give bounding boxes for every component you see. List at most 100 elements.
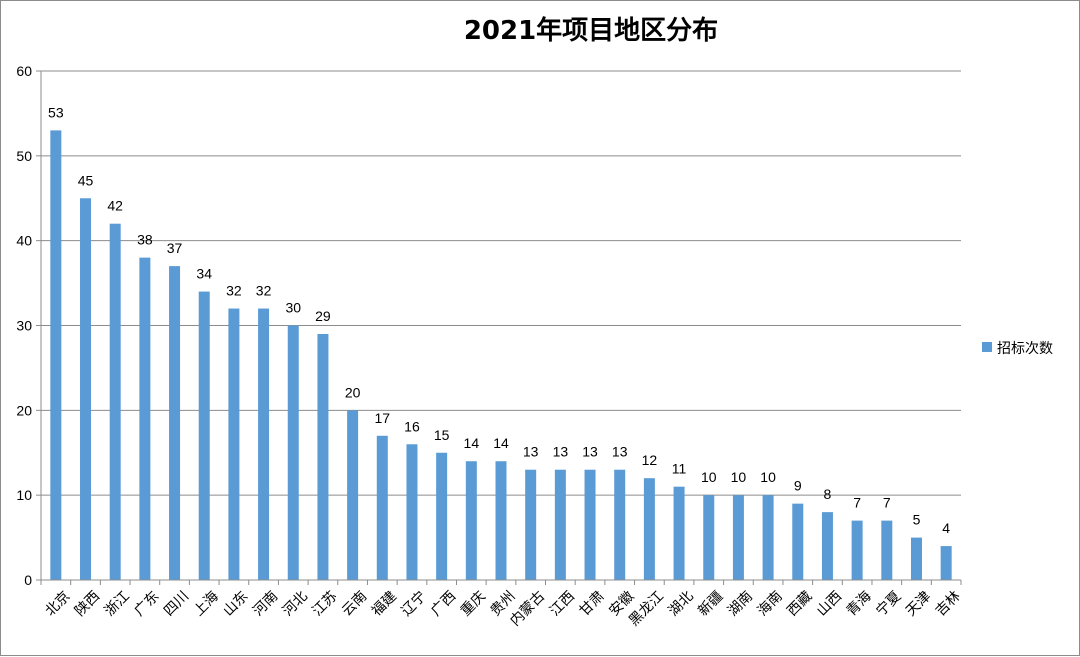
data-label: 10	[731, 469, 747, 485]
bar-series	[50, 130, 952, 580]
bar	[406, 444, 418, 580]
x-tick-label: 宁夏	[873, 588, 905, 620]
y-tick-label: 30	[16, 318, 32, 334]
x-tick-label: 广西	[428, 588, 459, 619]
data-label: 13	[553, 444, 569, 460]
bar	[792, 503, 804, 580]
bar	[495, 461, 507, 580]
x-tick-label: 福建	[369, 588, 400, 619]
y-tick-label: 0	[24, 572, 32, 588]
data-label: 7	[883, 495, 891, 511]
data-label: 5	[913, 512, 921, 528]
legend-label: 招标次数	[997, 341, 1053, 357]
bar	[732, 495, 744, 580]
x-tick-label: 河北	[280, 588, 311, 619]
x-tick-label: 浙江	[102, 588, 133, 619]
y-axis: 0 10 20 30 40 50 60	[16, 63, 42, 588]
chart-title: 2021年项目地区分布	[464, 15, 718, 46]
legend: 招标次数	[982, 341, 1053, 357]
x-tick-label: 河南	[250, 588, 281, 619]
x-tick-label: 辽宁	[398, 588, 430, 620]
x-tick-label: 山东	[220, 588, 251, 619]
y-tick-label: 10	[16, 487, 32, 503]
bar	[198, 291, 210, 580]
data-label: 15	[434, 427, 450, 443]
data-label: 4	[942, 520, 950, 536]
x-tick-label: 江苏	[309, 588, 340, 619]
bar	[614, 469, 626, 580]
x-tick-label: 湖北	[666, 588, 697, 619]
data-label: 53	[48, 104, 64, 120]
bar	[287, 325, 299, 580]
x-tick-label: 西藏	[784, 588, 815, 619]
bar	[347, 410, 359, 580]
x-tick-label: 北京	[42, 588, 73, 619]
bar	[673, 486, 685, 580]
x-tick-label: 海南	[755, 588, 786, 619]
bar	[554, 469, 566, 580]
y-tick-label: 40	[16, 233, 32, 249]
bar	[317, 333, 329, 580]
x-tick-label: 山西	[814, 588, 845, 619]
x-tick-label: 新疆	[695, 588, 726, 619]
data-label: 37	[167, 240, 183, 256]
x-tick-label: 四川	[161, 588, 192, 619]
x-tick-label: 湖南	[725, 588, 756, 619]
bar	[80, 198, 92, 580]
data-label: 10	[701, 469, 717, 485]
data-label: 7	[853, 495, 861, 511]
bar	[821, 512, 833, 580]
data-label: 14	[493, 435, 509, 451]
bar	[436, 452, 448, 580]
x-axis: 北京陕西浙江广东四川上海山东河南河北江苏云南福建辽宁广西重庆贵州内蒙古江西甘肃安…	[40, 579, 964, 629]
bar	[139, 257, 151, 580]
x-tick-label: 天津	[903, 588, 934, 619]
data-label: 12	[642, 452, 658, 468]
data-label: 45	[78, 172, 94, 188]
bar	[465, 461, 477, 580]
data-label: 11	[672, 461, 687, 477]
bar	[851, 520, 863, 580]
bar	[643, 478, 655, 580]
data-label: 34	[196, 266, 212, 282]
x-tick-label: 陕西	[72, 588, 103, 619]
data-label: 13	[523, 444, 539, 460]
gridlines	[41, 70, 961, 496]
data-label: 42	[107, 198, 123, 214]
data-label: 16	[404, 418, 420, 434]
y-tick-label: 20	[16, 402, 32, 418]
bar	[584, 469, 596, 580]
data-label: 10	[760, 469, 776, 485]
bar	[881, 520, 893, 580]
data-label: 9	[794, 478, 802, 494]
data-label: 32	[256, 283, 272, 299]
x-tick-label: 吉林	[933, 588, 964, 619]
data-label: 30	[285, 300, 301, 316]
data-label: 14	[464, 435, 480, 451]
data-label: 13	[612, 444, 628, 460]
data-label: 8	[824, 486, 832, 502]
bar	[525, 469, 537, 580]
bar	[50, 130, 62, 580]
data-label: 29	[315, 308, 331, 324]
bar	[910, 537, 922, 580]
x-tick-label: 江西	[547, 588, 578, 619]
bar	[940, 546, 952, 580]
x-tick-label: 甘肃	[577, 588, 608, 619]
data-label: 17	[375, 410, 391, 426]
x-tick-label: 广东	[131, 588, 162, 619]
x-tick-label: 云南	[339, 588, 370, 619]
y-tick-label: 60	[16, 63, 32, 79]
data-label: 38	[137, 232, 153, 248]
bar	[228, 308, 240, 580]
bar	[762, 495, 774, 580]
legend-swatch	[982, 342, 992, 352]
data-label: 13	[582, 444, 598, 460]
x-tick-label: 重庆	[458, 588, 489, 619]
bar	[109, 223, 121, 580]
bar	[169, 266, 181, 580]
bar	[258, 308, 270, 580]
